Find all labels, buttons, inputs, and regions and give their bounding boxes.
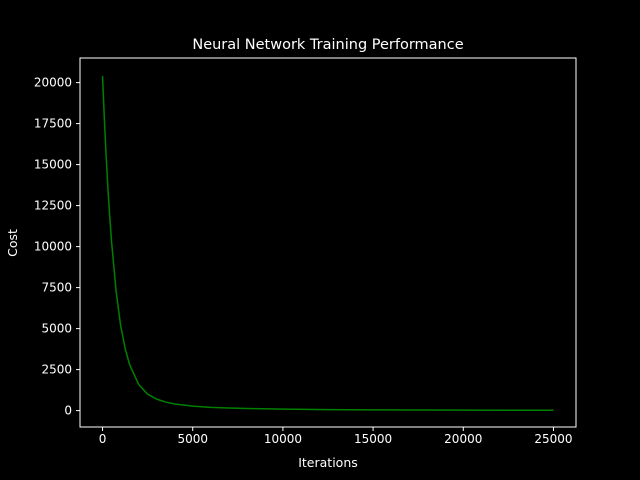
y-tick-label: 7500 (41, 281, 72, 295)
x-axis-label: Iterations (298, 455, 358, 470)
x-tick-label: 20000 (444, 432, 482, 446)
x-tick-label: 0 (99, 432, 107, 446)
y-tick-label: 10000 (34, 240, 72, 254)
series-line-0 (101, 76, 554, 412)
x-tick-label: 25000 (534, 432, 572, 446)
axis-ticks: 0 5000 10000 15000 20000 25000 0 2500 5000 7500 10… (34, 76, 573, 446)
y-axis-label: Cost (5, 229, 20, 257)
series-layer (101, 76, 554, 412)
y-tick-label: 12500 (34, 199, 72, 213)
chart-title: Neural Network Training Performance (192, 37, 463, 53)
y-tick-label: 0 (64, 404, 72, 418)
y-tick-label: 2500 (41, 363, 72, 377)
plot-frame (79, 57, 577, 428)
x-tick-label: 10000 (264, 432, 302, 446)
y-tick-label: 17500 (34, 117, 72, 131)
x-tick-label: 15000 (354, 432, 392, 446)
y-tick-label: 20000 (34, 76, 72, 90)
y-tick-label: 15000 (34, 158, 72, 172)
x-tick-label: 5000 (177, 432, 208, 446)
y-tick-label: 5000 (41, 322, 72, 336)
